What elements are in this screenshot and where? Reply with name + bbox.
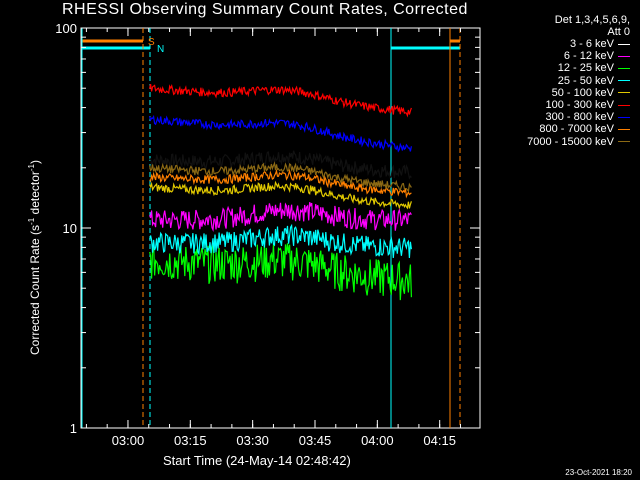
legend-swatch (618, 80, 630, 82)
legend-label: 50 - 100 keV (551, 86, 614, 99)
legend-label: 12 - 25 keV (557, 62, 614, 75)
x-tick-label: 03:30 (236, 433, 269, 448)
saa-label: S (148, 37, 155, 48)
series-line (149, 242, 412, 301)
legend-swatch (618, 67, 630, 69)
x-tick-label: 04:00 (361, 433, 394, 448)
x-tick-label: 04:15 (423, 433, 456, 448)
night-label: N (157, 44, 164, 55)
legend-swatch (618, 116, 630, 118)
y-axis-label: Corrected Count Rate (s-1 detector-1) (27, 159, 42, 355)
legend-swatch (618, 43, 630, 45)
saa-night-markers: SN (81, 28, 461, 428)
series-line (149, 168, 412, 199)
axes (80, 27, 481, 429)
legend-label: 100 - 300 keV (545, 99, 615, 112)
legend-entry: 6 - 12 keV (470, 50, 630, 62)
legend-swatch (618, 141, 630, 143)
legend-label: 300 - 800 keV (545, 111, 615, 124)
series-line (149, 202, 412, 233)
plot-frame (80, 27, 481, 429)
legend-label: 25 - 50 keV (557, 74, 614, 87)
x-tick-label: 03:45 (299, 433, 332, 448)
legend-entry: 50 - 100 keV (470, 87, 630, 99)
legend-label: 7000 - 15000 keV (527, 135, 614, 148)
legend-swatch (618, 92, 630, 94)
axis-ticks: 03:00 03:15 03:30 03:45 04:00 04:15 1 10 100 (55, 21, 480, 448)
series-line (149, 180, 412, 210)
legend-label: 6 - 12 keV (563, 50, 614, 63)
timestamp: 23-Oct-2021 18:20 (565, 468, 632, 477)
y-tick-label: 10 (63, 221, 77, 236)
y-tick-label: 100 (55, 21, 77, 36)
legend-header-1: Det 1,3,4,5,6,9, (554, 14, 630, 26)
legend-entry: 25 - 50 keV (470, 75, 630, 87)
legend-entry: 3 - 6 keV (470, 38, 630, 50)
legend-swatch (618, 104, 630, 106)
series-lines (149, 83, 412, 301)
legend: Det 1,3,4,5,6,9, Att 0 3 - 6 keV 6 - 12 k… (470, 14, 630, 148)
legend-entry: 100 - 300 keV (470, 99, 630, 111)
x-tick-label: 03:00 (112, 433, 145, 448)
series-line (149, 150, 412, 180)
chart-title: RHESSI Observing Summary Count Rates, Co… (62, 1, 468, 18)
x-tick-label: 03:15 (174, 433, 207, 448)
legend-label: 800 - 7000 keV (539, 123, 614, 136)
legend-swatch (618, 128, 630, 130)
series-line (149, 223, 412, 259)
legend-entry: 800 - 7000 keV (470, 123, 630, 135)
legend-header-2: Att 0 (607, 26, 630, 38)
series-line (149, 161, 412, 193)
legend-entry: 7000 - 15000 keV (470, 136, 630, 148)
series-line (149, 114, 412, 153)
legend-label: 3 - 6 keV (569, 38, 614, 51)
y-tick-label: 1 (70, 421, 77, 436)
legend-entry: 300 - 800 keV (470, 111, 630, 123)
series-line (149, 83, 412, 118)
legend-entry: 12 - 25 keV (470, 62, 630, 74)
legend-swatch (618, 55, 630, 57)
x-axis-label: Start Time (24-May-14 02:48:42) (163, 453, 351, 468)
